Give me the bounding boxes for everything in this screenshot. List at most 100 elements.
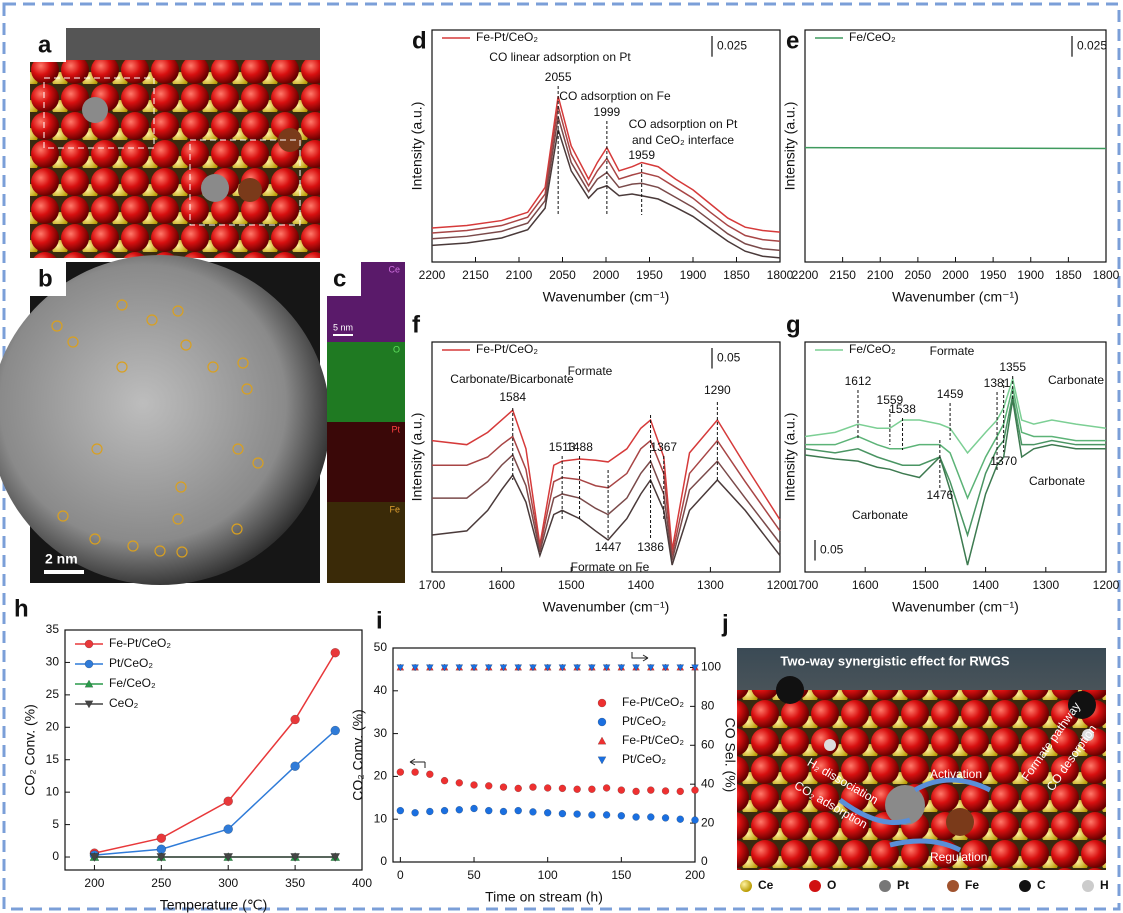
y2-tick-label: 40 — [701, 776, 715, 790]
x-tick-label: 1500 — [912, 578, 939, 592]
x-tick-label: 400 — [352, 876, 372, 890]
marker — [156, 853, 167, 863]
y2-tick-label: 60 — [701, 737, 715, 751]
plot-frame — [804, 341, 1107, 573]
legend-label: Pt/CeO₂ — [109, 656, 153, 670]
x-tick-label: 0 — [397, 868, 404, 882]
x-tick-label: 1600 — [488, 578, 515, 592]
legend-label: Fe/CeO₂ — [849, 342, 896, 356]
marker — [661, 664, 670, 672]
x-tick-label: 1200 — [1093, 578, 1120, 592]
marker — [691, 664, 699, 672]
marker — [84, 700, 94, 709]
axis-arrow — [631, 652, 649, 662]
map-pt — [327, 422, 405, 502]
x-tick-label: 1800 — [767, 268, 794, 282]
x-tick-label: 1850 — [723, 268, 750, 282]
x-tick-label: 2200 — [792, 268, 819, 282]
marker — [223, 824, 233, 834]
annotation: CO adsorption on Pt — [629, 117, 738, 131]
pt-atom — [82, 97, 108, 123]
x-tick-label: 1300 — [697, 578, 724, 592]
marker — [543, 784, 552, 792]
y-tick-label: 20 — [374, 769, 388, 783]
x-tick-label: 2050 — [549, 268, 576, 282]
element-label: C — [1037, 878, 1046, 892]
peak-label: 1538 — [889, 402, 916, 416]
marker — [587, 664, 596, 672]
marker — [484, 664, 493, 672]
y-tick-label: 10 — [374, 811, 388, 825]
y-tick-label: 30 — [46, 655, 60, 669]
marker — [84, 639, 94, 649]
h-atom — [824, 739, 836, 751]
legend-label: Fe-Pt/CeO₂ — [109, 636, 171, 650]
x-tick-label: 200 — [84, 876, 104, 890]
x-tick-label: 1800 — [1093, 268, 1120, 282]
marker — [89, 853, 100, 863]
marker — [426, 770, 434, 779]
x-tick-label: 1900 — [1017, 268, 1044, 282]
x-tick-label: 1400 — [627, 578, 654, 592]
marker — [396, 768, 405, 776]
annotation: Carbonate — [852, 508, 908, 522]
x-tick-label: 1400 — [972, 578, 999, 592]
c-atom — [1068, 691, 1096, 719]
y-tick-label: 0 — [52, 849, 59, 863]
marker — [661, 787, 670, 795]
marker — [514, 784, 522, 793]
element-label: Ce — [758, 878, 774, 892]
x-tick-label: 50 — [467, 868, 481, 882]
marker — [558, 809, 567, 818]
plot-frame — [431, 341, 781, 573]
marker — [597, 717, 607, 727]
marker — [647, 786, 655, 794]
marker — [499, 664, 508, 672]
marker — [411, 664, 420, 672]
x-tick-label: 350 — [285, 876, 305, 890]
scale-label: 2 nm — [45, 551, 78, 567]
x-tick-label: 100 — [538, 868, 558, 882]
marker — [588, 785, 596, 793]
x-tick-label: 1500 — [558, 578, 585, 592]
marker — [691, 816, 699, 824]
marker — [411, 809, 419, 817]
marker — [661, 814, 670, 822]
dashed-box — [189, 139, 301, 226]
peak-label: 1381 — [984, 376, 1011, 390]
series-line — [431, 129, 781, 259]
marker — [290, 853, 301, 863]
scale-bar-label: 0.025 — [717, 39, 747, 53]
peak-label: 1459 — [937, 387, 964, 401]
marker — [485, 782, 493, 790]
legend-label: Pt/CeO₂ — [622, 714, 666, 728]
marker — [691, 786, 699, 794]
x-tick-label: 300 — [218, 876, 238, 890]
map-fe — [327, 502, 405, 583]
series-line — [804, 146, 1107, 150]
x-tick-label: 200 — [685, 868, 705, 882]
y2-tick-label: 100 — [701, 660, 721, 674]
panel-label: i — [376, 607, 383, 634]
mechanism-label: Regulation — [930, 850, 987, 864]
label-bg — [30, 262, 66, 296]
marker — [602, 784, 611, 792]
y-tick-label: 25 — [46, 687, 60, 701]
fe-atom — [238, 178, 262, 202]
panel-label: b — [38, 265, 53, 292]
marker — [440, 664, 449, 672]
annotation: CO adsorption on Fe — [559, 89, 671, 103]
marker — [455, 664, 464, 672]
x-tick-label: 1950 — [980, 268, 1007, 282]
legend-label: Fe-Pt/CeO₂ — [476, 342, 538, 356]
series-line — [432, 435, 781, 556]
x-tick-label: 250 — [151, 876, 171, 890]
marker — [330, 647, 340, 658]
y2-axis-label: CO Sel. (%) — [722, 718, 738, 793]
marker — [602, 811, 611, 819]
marker — [529, 808, 537, 816]
marker — [470, 664, 478, 672]
peak-label: 1355 — [999, 360, 1026, 374]
panel-label: e — [786, 27, 799, 54]
flow-arrow — [838, 777, 992, 853]
